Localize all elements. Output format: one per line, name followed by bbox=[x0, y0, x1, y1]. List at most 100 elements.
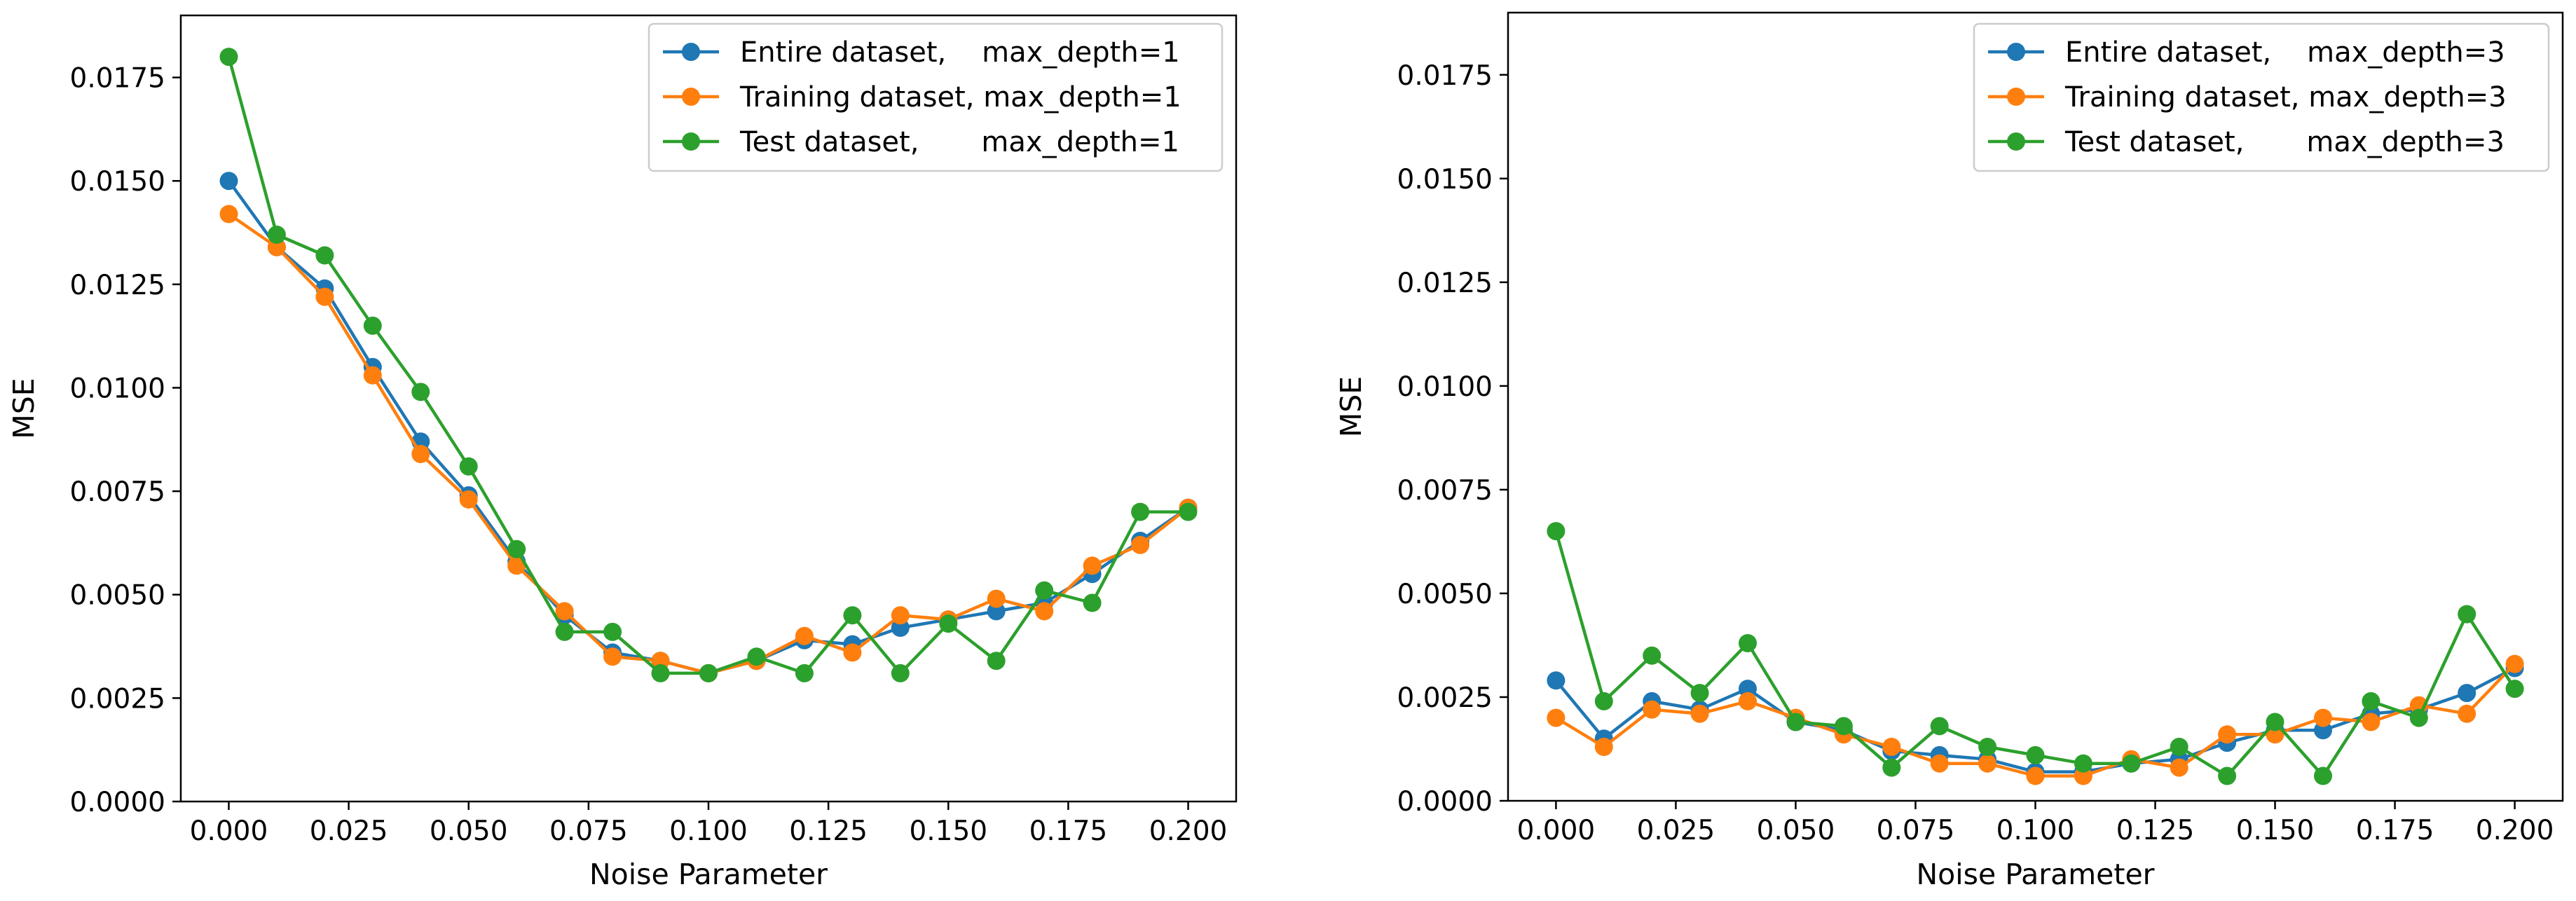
legend-label-entire: Entire dataset, max_depth=1 bbox=[740, 36, 1180, 69]
data-point-training bbox=[2505, 654, 2524, 673]
data-point-test bbox=[843, 606, 862, 625]
y-tick-label: 0.0075 bbox=[70, 476, 165, 508]
x-tick-label: 0.150 bbox=[909, 816, 987, 847]
x-tick-label: 0.025 bbox=[310, 816, 388, 847]
x-tick-label: 0.200 bbox=[2476, 815, 2554, 846]
legend-marker-training bbox=[682, 88, 700, 106]
data-point-test bbox=[1739, 634, 1757, 652]
legend-box bbox=[648, 22, 1224, 172]
x-axis-label: Noise Parameter bbox=[1916, 858, 2154, 891]
data-point-test bbox=[1786, 713, 1805, 731]
data-point-test bbox=[411, 383, 430, 401]
legend-marker-training bbox=[2007, 88, 2025, 106]
data-point-test bbox=[939, 614, 958, 633]
data-point-entire bbox=[1547, 671, 1566, 690]
data-point-training bbox=[2362, 713, 2380, 731]
y-tick-label: 0.0100 bbox=[70, 373, 165, 404]
data-point-training bbox=[1083, 556, 1102, 575]
data-point-test bbox=[459, 457, 478, 476]
data-point-test bbox=[2170, 738, 2188, 756]
data-point-test bbox=[2218, 766, 2237, 785]
chart-left: 0.000 0.025 0.050 0.075 0.100 0.125 0.150 0.175… bbox=[7, 14, 1238, 891]
data-point-training bbox=[1643, 700, 1662, 719]
data-point-training bbox=[411, 445, 430, 463]
data-point-test bbox=[699, 663, 718, 682]
data-point-training bbox=[459, 490, 478, 509]
x-axis-label: Noise Parameter bbox=[589, 858, 828, 891]
data-point-training bbox=[2458, 704, 2476, 723]
data-point-test bbox=[507, 539, 526, 558]
series-test bbox=[219, 48, 1198, 682]
data-point-training bbox=[987, 589, 1006, 608]
data-point-training bbox=[2314, 708, 2332, 727]
x-tick-label: 0.050 bbox=[430, 816, 508, 847]
data-point-test bbox=[1834, 717, 1853, 736]
legend-label-entire: Entire dataset, max_depth=3 bbox=[2065, 36, 2505, 69]
data-point-training bbox=[1930, 754, 1949, 773]
data-point-entire bbox=[219, 172, 238, 191]
data-point-test bbox=[1083, 593, 1102, 612]
y-tick-label: 0.0075 bbox=[1397, 475, 1493, 507]
data-point-test bbox=[651, 663, 670, 682]
legend-label-training: Training dataset, max_depth=3 bbox=[2064, 81, 2507, 114]
data-point-training bbox=[315, 287, 334, 306]
y-tick-label: 0.0050 bbox=[70, 580, 165, 612]
data-point-test bbox=[1131, 502, 1150, 521]
data-point-training bbox=[1882, 738, 1901, 756]
data-point-training bbox=[1978, 754, 1997, 773]
legend: Entire dataset, max_depth=1 Training data… bbox=[648, 22, 1224, 172]
data-point-training bbox=[1594, 738, 1613, 756]
x-tick-label: 0.150 bbox=[2236, 815, 2315, 846]
data-point-test bbox=[1179, 502, 1198, 521]
x-tick-label: 0.175 bbox=[1029, 816, 1108, 847]
data-point-test bbox=[891, 663, 910, 682]
x-tick-label: 0.175 bbox=[2356, 815, 2434, 846]
data-point-test bbox=[2074, 754, 2092, 773]
x-tick-label: 0.075 bbox=[1877, 815, 1955, 846]
y-tick-label: 0.0125 bbox=[70, 270, 165, 301]
data-point-training bbox=[2218, 725, 2237, 744]
data-point-test bbox=[267, 226, 286, 244]
data-point-training bbox=[843, 643, 862, 662]
data-point-training bbox=[507, 556, 526, 575]
y-axis-label: MSE bbox=[1334, 376, 1368, 437]
data-point-test bbox=[795, 663, 814, 682]
data-point-test bbox=[1930, 717, 1949, 736]
data-point-test bbox=[1547, 522, 1566, 541]
data-point-test bbox=[2314, 766, 2332, 785]
x-tick-label: 0.050 bbox=[1757, 815, 1835, 846]
y-tick-label: 0.0025 bbox=[1397, 682, 1493, 714]
data-point-test bbox=[219, 48, 238, 67]
data-point-training bbox=[1131, 535, 1150, 554]
x-tick-label: 0.100 bbox=[669, 816, 748, 847]
y-tick-label: 0.0150 bbox=[1397, 164, 1493, 195]
legend-marker-test bbox=[682, 132, 700, 151]
x-tick-label: 0.000 bbox=[1517, 815, 1596, 846]
data-point-training bbox=[1035, 602, 1054, 621]
data-point-test bbox=[1690, 684, 1709, 703]
series-test bbox=[1547, 522, 2524, 785]
data-point-test bbox=[987, 652, 1006, 670]
data-point-training bbox=[1739, 692, 1757, 710]
data-point-test bbox=[1594, 692, 1613, 710]
y-tick-label: 0.0000 bbox=[70, 787, 165, 818]
x-tick-label: 0.100 bbox=[1996, 815, 2075, 846]
y-tick-label: 0.0175 bbox=[70, 63, 165, 95]
legend-label-test: Test dataset, max_depth=1 bbox=[739, 126, 1179, 158]
legend-marker-entire bbox=[682, 43, 700, 61]
data-point-test bbox=[1882, 758, 1901, 777]
data-point-training bbox=[555, 602, 574, 621]
data-point-test bbox=[363, 316, 382, 335]
legend-marker-entire bbox=[2007, 43, 2025, 61]
data-point-entire bbox=[987, 602, 1006, 621]
data-point-test bbox=[555, 622, 574, 641]
legend-label-training: Training dataset, max_depth=1 bbox=[739, 81, 1181, 114]
data-point-training bbox=[2074, 766, 2092, 785]
data-point-training bbox=[795, 626, 814, 645]
x-tick-label: 0.125 bbox=[2116, 815, 2195, 846]
data-point-test bbox=[1643, 646, 1662, 665]
data-point-test bbox=[1978, 738, 1997, 756]
data-point-training bbox=[1547, 708, 1566, 727]
y-tick-label: 0.0125 bbox=[1397, 268, 1493, 299]
